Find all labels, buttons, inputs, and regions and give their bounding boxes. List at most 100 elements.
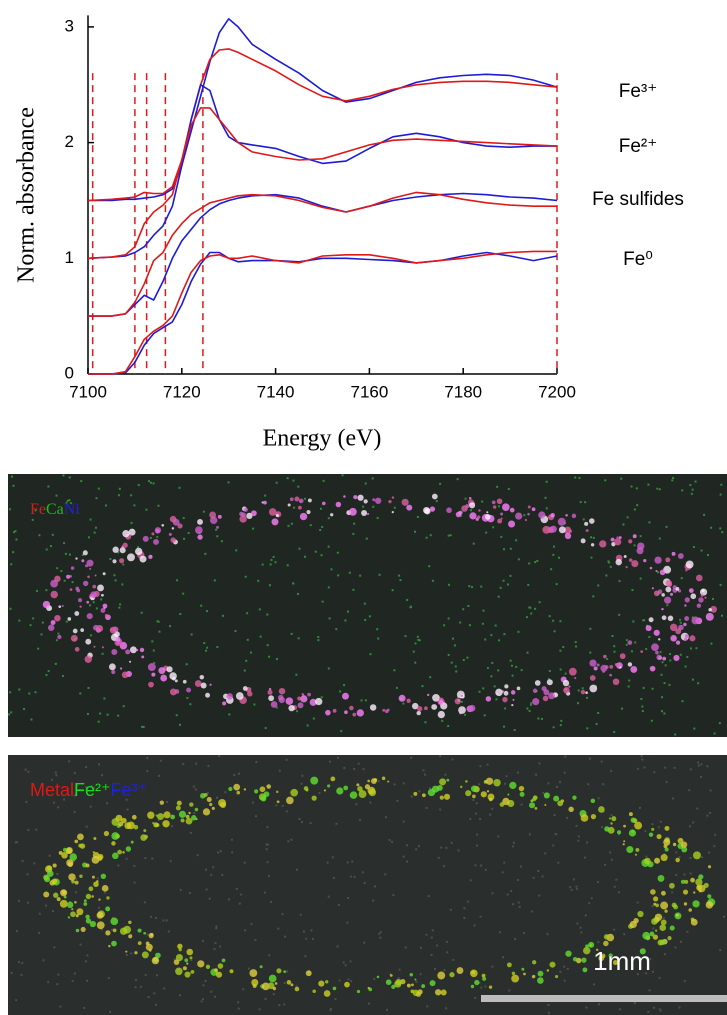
noise-speck (497, 835, 500, 838)
noise-speck (258, 608, 261, 611)
signal-spot (446, 507, 452, 514)
signal-spot (89, 920, 97, 928)
signal-spot (86, 613, 93, 620)
noise-speck (651, 823, 654, 826)
signal-spot (443, 793, 451, 800)
noise-speck (285, 810, 288, 813)
noise-speck (254, 938, 257, 941)
noise-speck (606, 658, 609, 661)
signal-spot (634, 821, 643, 830)
noise-speck (678, 1006, 681, 1009)
noise-speck (75, 891, 78, 894)
noise-speck (491, 965, 494, 968)
noise-speck (47, 981, 50, 984)
noise-speck (592, 536, 595, 539)
noise-speck (600, 760, 603, 763)
signal-spot (87, 575, 90, 579)
noise-speck (134, 978, 137, 981)
noise-speck (309, 524, 312, 527)
noise-speck (183, 537, 186, 540)
signal-spot (474, 979, 480, 986)
signal-spot (307, 692, 311, 697)
noise-speck (32, 617, 35, 620)
signal-spot (568, 667, 577, 676)
noise-speck (644, 830, 647, 833)
noise-speck (439, 755, 442, 758)
noise-speck (275, 706, 278, 709)
noise-speck (66, 499, 69, 502)
signal-spot (698, 889, 702, 893)
noise-speck (159, 759, 162, 762)
noise-speck (20, 973, 23, 976)
noise-speck (463, 907, 466, 910)
signal-spot (93, 881, 99, 888)
noise-speck (416, 515, 419, 518)
signal-spot (623, 824, 626, 828)
noise-speck (538, 762, 541, 765)
noise-speck (518, 905, 521, 908)
noise-speck (144, 973, 147, 976)
noise-speck (684, 665, 687, 668)
noise-speck (517, 771, 520, 774)
signal-spot (684, 637, 688, 641)
noise-speck (190, 959, 193, 962)
signal-spot (585, 691, 588, 695)
noise-speck (671, 479, 674, 482)
signal-spot (580, 538, 586, 544)
noise-speck (627, 685, 630, 688)
noise-speck (641, 758, 644, 761)
signal-spot (98, 898, 101, 901)
signal-spot (74, 646, 80, 652)
noise-speck (402, 702, 405, 705)
noise-speck (559, 649, 562, 652)
noise-speck (659, 1009, 662, 1012)
noise-speck (424, 773, 427, 776)
noise-speck (658, 488, 661, 491)
signal-spot (67, 916, 71, 919)
noise-speck (146, 757, 149, 760)
noise-speck (574, 641, 577, 644)
noise-speck (213, 948, 216, 951)
noise-speck (137, 484, 140, 487)
signal-spot (162, 820, 170, 828)
noise-speck (652, 927, 655, 930)
noise-speck (363, 602, 366, 605)
noise-speck (555, 785, 558, 788)
signal-spot (600, 664, 608, 672)
signal-spot (611, 816, 617, 822)
noise-speck (679, 940, 682, 943)
signal-spot (670, 592, 674, 596)
noise-speck (633, 1001, 636, 1004)
signal-spot (185, 814, 190, 819)
signal-spot (661, 615, 667, 621)
signal-spot (511, 971, 516, 976)
noise-speck (645, 855, 648, 858)
signal-spot (283, 970, 287, 974)
noise-speck (10, 475, 13, 478)
noise-speck (97, 906, 100, 909)
signal-spot (657, 939, 664, 946)
noise-speck (166, 801, 169, 804)
noise-speck (103, 697, 106, 700)
signal-spot (695, 878, 703, 886)
signal-spot (703, 882, 709, 888)
noise-speck (14, 530, 17, 533)
noise-speck (227, 481, 230, 484)
signal-spot (558, 526, 566, 534)
noise-speck (474, 864, 477, 867)
signal-spot (202, 808, 211, 816)
signal-spot (62, 847, 68, 852)
noise-speck (330, 568, 333, 571)
signal-spot (54, 575, 61, 583)
signal-spot (310, 776, 319, 785)
noise-speck (476, 844, 479, 847)
noise-speck (372, 505, 375, 508)
signal-spot (564, 532, 572, 540)
noise-speck (645, 972, 648, 975)
signal-spot (277, 694, 284, 701)
signal-spot (585, 529, 589, 533)
signal-spot (472, 794, 476, 799)
signal-spot (652, 934, 659, 940)
noise-speck (228, 713, 231, 716)
legend-entry: Fe³⁺ (111, 780, 148, 800)
